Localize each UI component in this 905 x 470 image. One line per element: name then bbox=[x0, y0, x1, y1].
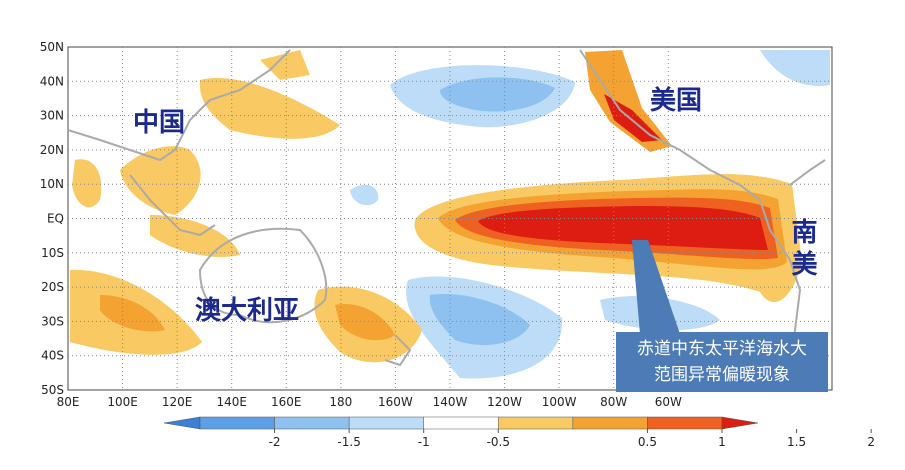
colorbar-tick-label: -1.5 bbox=[337, 435, 360, 449]
longitude-label: 120E bbox=[162, 395, 193, 409]
callout-box: 赤道中东太平洋海水大 范围异常偏暖现象 bbox=[616, 332, 828, 392]
longitude-labels: 80E 100E 120E 140E 160E 180 160W 140W 120W 100W 80… bbox=[57, 395, 682, 409]
region-label: 南美 bbox=[787, 218, 817, 282]
latitude-label: 50S bbox=[41, 383, 64, 397]
colorbar: -2 -1.5 -1 -0.5 0.5 1 1.5 2 bbox=[163, 416, 875, 449]
colorbar-arrow bbox=[163, 416, 201, 430]
region-label: 中国 bbox=[133, 108, 186, 138]
longitude-label: 160E bbox=[271, 395, 302, 409]
colorbar-tick-label: 1.5 bbox=[787, 435, 806, 449]
longitude-label: 60W bbox=[655, 395, 682, 409]
longitude-label: 180 bbox=[329, 395, 352, 409]
colorbar-tick-label: 2 bbox=[867, 435, 875, 449]
latitude-label: 30S bbox=[41, 314, 64, 328]
longitude-label: 160W bbox=[378, 395, 413, 409]
colorbar-tick-label: -1 bbox=[418, 435, 430, 449]
colorbar-segment bbox=[572, 416, 648, 430]
latitude-label: 50N bbox=[40, 40, 64, 54]
colorbar-segment bbox=[423, 416, 499, 430]
region-label: 美国 bbox=[650, 86, 703, 116]
longitude-label: 100E bbox=[107, 395, 138, 409]
latitude-label: 10N bbox=[40, 177, 64, 191]
callout-line: 范围异常偏暖现象 bbox=[654, 365, 790, 385]
longitude-label: 140E bbox=[216, 395, 247, 409]
colorbar-tick-label: 0.5 bbox=[638, 435, 657, 449]
region-label: 澳大利亚 bbox=[195, 296, 300, 326]
longitude-label: 100W bbox=[542, 395, 577, 409]
latitude-label: 30N bbox=[40, 109, 64, 123]
coastlines bbox=[67, 49, 826, 367]
latitude-labels: 50N 40N 30N 20N 10N EQ 10S 20S 30S 40S 50S bbox=[40, 40, 64, 397]
colorbar-segment bbox=[498, 416, 574, 430]
colorbar-segment bbox=[647, 416, 723, 430]
colorbar-segment bbox=[199, 416, 275, 430]
callout-line: 赤道中东太平洋海水大 bbox=[637, 339, 807, 359]
callout-pointer bbox=[632, 240, 680, 334]
latitude-label: 10S bbox=[41, 246, 64, 260]
latitude-label: 40S bbox=[41, 349, 64, 363]
latitude-label: 20S bbox=[41, 280, 64, 294]
latitude-label: 40N bbox=[40, 74, 64, 88]
latitude-label: 20N bbox=[40, 143, 64, 157]
colorbar-tick-label: -2 bbox=[269, 435, 281, 449]
longitude-label: 120W bbox=[487, 395, 522, 409]
colorbar-tick-label: -0.5 bbox=[487, 435, 510, 449]
longitude-label: 80E bbox=[57, 395, 80, 409]
longitude-label: 140W bbox=[433, 395, 468, 409]
colorbar-segment bbox=[274, 416, 350, 430]
colorbar-tick-label: 1 bbox=[718, 435, 726, 449]
colorbar-segment bbox=[348, 416, 424, 430]
longitude-label: 80W bbox=[600, 395, 627, 409]
latitude-label: EQ bbox=[47, 212, 64, 226]
colorbar-arrow bbox=[721, 416, 759, 430]
